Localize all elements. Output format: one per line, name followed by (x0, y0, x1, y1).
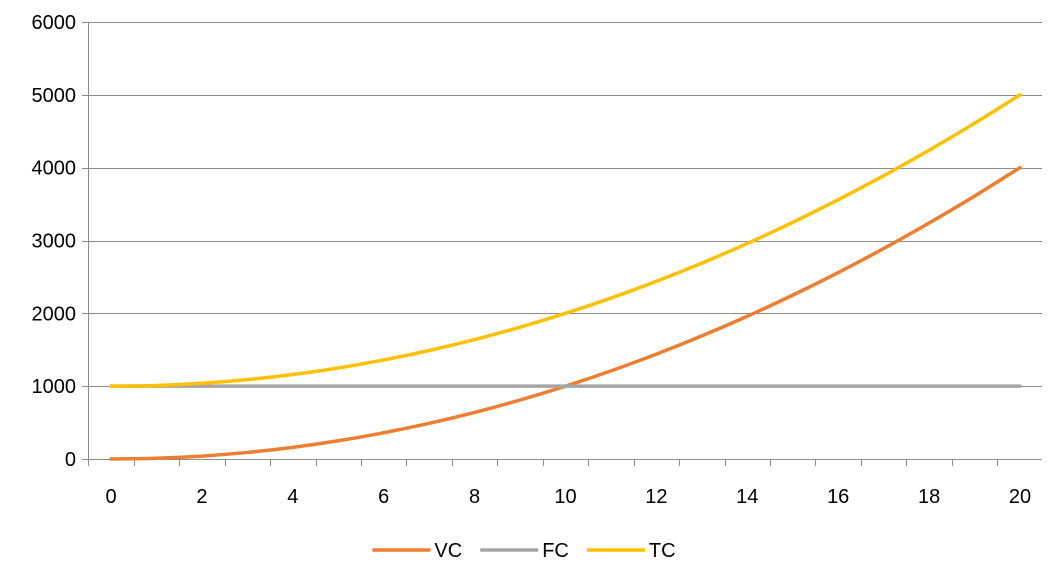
x-tick-label: 2 (196, 486, 207, 508)
legend-item-tc: TC (586, 540, 676, 562)
x-tick-label: 10 (554, 486, 576, 508)
chart-legend: VC FC TC (372, 540, 676, 562)
x-tick-label: 12 (645, 486, 667, 508)
legend-item-vc: VC (372, 540, 462, 562)
axes (82, 22, 1042, 466)
x-tick-label: 20 (1009, 486, 1031, 508)
x-tick-label: 16 (827, 486, 849, 508)
y-tick-label: 1000 (32, 376, 77, 398)
legend-label-tc: TC (649, 540, 676, 562)
x-tick-label: 8 (469, 486, 480, 508)
series-line-tc (109, 93, 1022, 388)
y-tick-label: 5000 (32, 85, 77, 107)
plot-series (109, 93, 1022, 461)
y-tick-label: 4000 (32, 158, 77, 180)
x-tick-label: 0 (105, 486, 116, 508)
legend-label-vc: VC (434, 540, 462, 562)
legend-label-fc: FC (542, 540, 569, 562)
x-tick-label: 18 (918, 486, 940, 508)
tick-labels: 0 1000 2000 3000 4000 5000 6000 0 2 4 6 8 10 12 14 16 18… (32, 12, 1032, 508)
legend-item-fc: FC (480, 540, 569, 562)
gridlines (82, 22, 1042, 387)
x-tick-label: 4 (287, 486, 298, 508)
x-tick-label: 14 (736, 486, 758, 508)
x-tick-label: 6 (378, 486, 389, 508)
y-tick-label: 0 (65, 449, 76, 471)
y-tick-label: 3000 (32, 231, 77, 253)
y-tick-label: 2000 (32, 303, 77, 325)
y-tick-label: 6000 (32, 12, 77, 34)
